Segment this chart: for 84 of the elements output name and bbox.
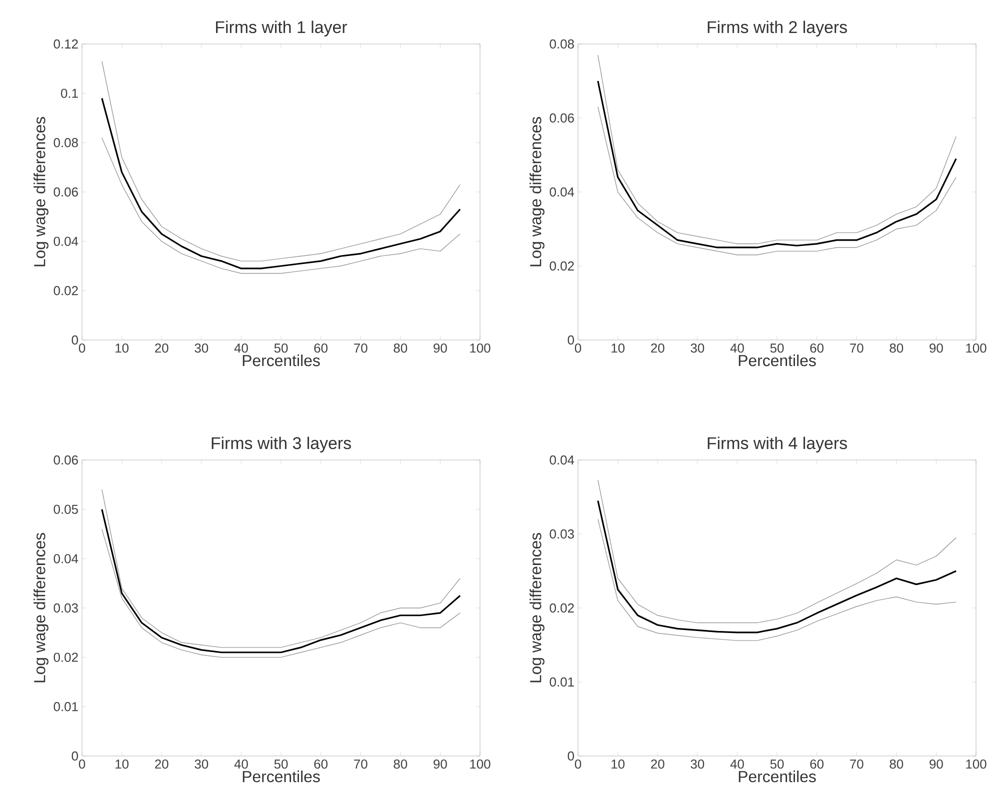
x-tick-label: 20 bbox=[155, 760, 168, 769]
x-tick-label: 10 bbox=[116, 344, 129, 353]
y-tick-label: 0.06 bbox=[54, 187, 78, 197]
x-tick-label: 30 bbox=[194, 760, 208, 769]
x-tick-label: 50 bbox=[274, 344, 288, 353]
x-tick-label: 60 bbox=[314, 344, 328, 353]
x-tick-label: 70 bbox=[354, 344, 368, 353]
x-tick-label: 70 bbox=[850, 760, 864, 769]
y-tick-label: 0.04 bbox=[54, 554, 78, 564]
x-tick-label: 90 bbox=[930, 344, 943, 353]
x-tick-label: 20 bbox=[155, 344, 168, 353]
x-tick-label: 10 bbox=[116, 760, 129, 769]
y-tick-label: 0.04 bbox=[54, 236, 78, 246]
x-tick-label: 30 bbox=[690, 760, 704, 769]
x-tick-label: 20 bbox=[651, 344, 664, 353]
x-tick-label: 70 bbox=[354, 760, 368, 769]
x-tick-label: 100 bbox=[470, 344, 490, 353]
x-tick-label: 80 bbox=[890, 760, 904, 769]
y-tick-label: 0.03 bbox=[550, 529, 574, 539]
x-tick-label: 20 bbox=[651, 760, 664, 769]
x-tick-label: 40 bbox=[234, 760, 248, 769]
y-tick-label: 0 bbox=[568, 751, 574, 761]
chart-title: Firms with 1 layer bbox=[216, 20, 348, 36]
x-tick-label: 60 bbox=[810, 760, 824, 769]
y-tick-label: 0.08 bbox=[54, 138, 78, 148]
y-axis-title: Log wage differences bbox=[34, 116, 48, 266]
y-tick-label: 0.06 bbox=[550, 113, 574, 123]
x-axis-title: Percentiles bbox=[738, 770, 816, 782]
x-tick-label: 100 bbox=[966, 344, 986, 353]
x-tick-label: 50 bbox=[770, 760, 784, 769]
x-tick-label: 0 bbox=[78, 344, 86, 353]
y-tick-label: 0.01 bbox=[550, 677, 574, 687]
chart-title: Firms with 3 layers bbox=[212, 436, 351, 452]
y-tick-label: 0.1 bbox=[60, 88, 78, 98]
y-axis-title: Log wage differences bbox=[34, 532, 48, 682]
y-tick-label: 0 bbox=[568, 335, 574, 345]
y-tick-label: 0.05 bbox=[54, 504, 78, 514]
y-tick-label: 0.02 bbox=[54, 652, 78, 662]
x-tick-label: 10 bbox=[612, 760, 625, 769]
x-tick-label: 30 bbox=[690, 344, 704, 353]
y-tick-label: 0.04 bbox=[550, 187, 574, 197]
x-tick-label: 40 bbox=[730, 344, 744, 353]
y-tick-label: 0.08 bbox=[550, 39, 574, 49]
x-tick-label: 100 bbox=[470, 760, 490, 769]
x-tick-label: 0 bbox=[574, 760, 582, 769]
x-tick-label: 70 bbox=[850, 344, 864, 353]
y-tick-label: 0 bbox=[72, 751, 78, 761]
chart-title: Firms with 2 layers bbox=[708, 20, 847, 36]
line-series bbox=[598, 518, 956, 641]
x-tick-label: 40 bbox=[730, 760, 744, 769]
x-tick-label: 50 bbox=[770, 344, 784, 353]
x-tick-label: 30 bbox=[194, 344, 208, 353]
y-axis-title: Log wage differences bbox=[530, 532, 544, 682]
x-axis-title: Percentiles bbox=[242, 354, 320, 366]
x-tick-label: 100 bbox=[966, 760, 986, 769]
y-tick-label: 0.04 bbox=[550, 455, 574, 465]
x-tick-label: 90 bbox=[434, 344, 447, 353]
y-tick-label: 0.02 bbox=[54, 286, 78, 296]
y-tick-label: 0.06 bbox=[54, 455, 78, 465]
x-tick-label: 10 bbox=[612, 344, 625, 353]
y-axis-title: Log wage differences bbox=[530, 116, 544, 266]
x-tick-label: 40 bbox=[234, 344, 248, 353]
x-tick-label: 50 bbox=[274, 760, 288, 769]
line-series bbox=[597, 500, 957, 634]
x-tick-label: 80 bbox=[394, 344, 408, 353]
line-series bbox=[101, 97, 461, 270]
x-tick-label: 60 bbox=[810, 344, 824, 353]
y-tick-label: 0.12 bbox=[54, 39, 78, 49]
x-axis-title: Percentiles bbox=[738, 354, 816, 366]
y-tick-label: 0 bbox=[72, 335, 78, 345]
chart-title: Firms with 4 layers bbox=[708, 436, 847, 452]
x-tick-label: 60 bbox=[314, 760, 328, 769]
x-tick-label: 80 bbox=[890, 344, 904, 353]
y-tick-label: 0.01 bbox=[54, 702, 78, 712]
line-series bbox=[102, 60, 460, 262]
x-tick-label: 0 bbox=[78, 760, 86, 769]
y-tick-label: 0.03 bbox=[54, 603, 78, 613]
x-tick-label: 90 bbox=[930, 760, 943, 769]
x-axis-title: Percentiles bbox=[242, 770, 320, 782]
y-tick-label: 0.02 bbox=[550, 603, 574, 613]
x-tick-label: 0 bbox=[574, 344, 582, 353]
x-tick-label: 80 bbox=[394, 760, 408, 769]
y-tick-label: 0.02 bbox=[550, 261, 574, 271]
x-tick-label: 90 bbox=[434, 760, 447, 769]
